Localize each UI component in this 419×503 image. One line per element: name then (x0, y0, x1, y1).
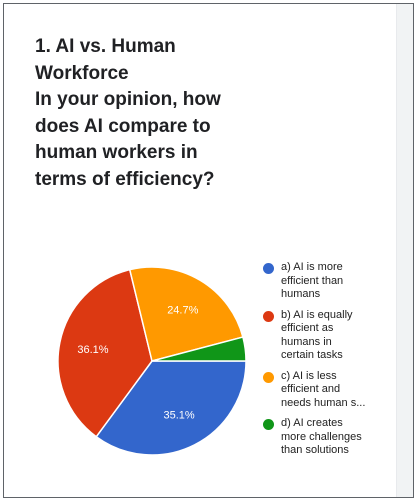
question-title-line: does AI compare to (35, 115, 211, 137)
legend-label-line: humans (281, 288, 321, 300)
legend-swatch (263, 263, 274, 274)
legend-label-line: more challenges (281, 430, 362, 443)
pie-chart: 35.1% 36.1% 24.7% (57, 266, 247, 456)
legend-swatch (263, 371, 274, 383)
chart-legend: a) AI is more efficient than humans b) AI i… (263, 261, 383, 465)
question-title-line: In your opinion, how (35, 89, 221, 111)
legend-label-line: efficient and (281, 383, 341, 395)
legend-item-a: a) AI is more efficient than humans (263, 261, 383, 302)
question-title-line: terms of efficiency? (35, 168, 215, 190)
legend-label-line: than solutions (281, 444, 349, 456)
pie-slice-b (57, 268, 153, 438)
legend-item-c: c) AI is less efficient and needs human s.… (263, 370, 383, 411)
question-title-line: 1. AI vs. Human (35, 36, 176, 57)
pie-slice-a (95, 360, 247, 456)
legend-label-line: certain tasks (281, 349, 343, 361)
legend-swatch (263, 419, 274, 430)
survey-response-card: 1. AI vs. Human Workforce In your opinio… (3, 3, 414, 498)
pie-slice-value-label: 24.7% (167, 304, 198, 316)
vertical-scrollbar[interactable] (396, 4, 413, 497)
question-title-line: Workforce (35, 62, 129, 84)
legend-swatch (263, 310, 274, 322)
legend-label-line: efficient than (281, 274, 344, 287)
legend-item-b: b) AI is equally efficient as humans in cer… (263, 309, 383, 363)
legend-label-line: needs human s... (281, 396, 366, 409)
pie-slice-d (151, 336, 247, 362)
legend-item-d: d) AI creates more challenges than solutio… (263, 417, 383, 458)
question-title: 1. AI vs. Human Workforce In your opinio… (35, 34, 365, 194)
legend-label-line: humans in (281, 335, 332, 348)
legend-label-line: d) AI creates (281, 417, 343, 429)
pie-slice-value-label: 36.1% (77, 344, 108, 356)
pie-slice-c (128, 266, 244, 362)
pie-slice-value-label: 35.1% (163, 410, 194, 422)
legend-label-line: a) AI is more (281, 261, 343, 273)
legend-label-line: b) AI is equally (281, 308, 353, 321)
legend-label-line: c) AI is less (281, 369, 337, 382)
question-title-line: human workers in (35, 142, 198, 164)
legend-label-line: efficient as (281, 322, 334, 334)
